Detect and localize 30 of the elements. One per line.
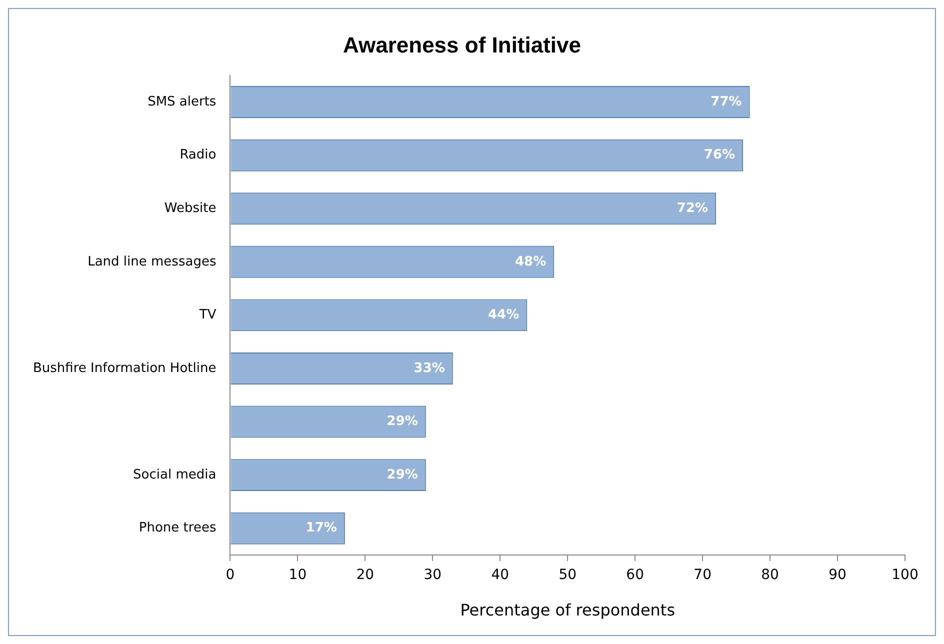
y-tick-label: Website xyxy=(164,200,216,216)
data-label: 76% xyxy=(704,148,736,163)
data-label: 29% xyxy=(386,414,418,430)
x-tick-label: 90 xyxy=(828,567,846,584)
y-tick-label: Social media xyxy=(133,467,216,482)
x-tick-label: 70 xyxy=(694,567,712,584)
y-tick-label: Bushfire Information Hotline xyxy=(33,360,216,376)
x-tick-label: 60 xyxy=(626,567,644,584)
x-tick-label: 20 xyxy=(356,567,374,584)
y-tick-label: Land line messages xyxy=(88,254,216,270)
x-tick-label: 80 xyxy=(761,567,779,584)
data-label: 17% xyxy=(306,520,337,536)
x-tick-label: 100 xyxy=(892,567,918,584)
data-label: 48% xyxy=(514,254,546,270)
x-tick-label: 10 xyxy=(288,567,307,584)
data-label: 29% xyxy=(386,467,418,482)
y-tick-label: Radio xyxy=(180,148,216,163)
x-axis-title: Percentage of respondents xyxy=(460,600,676,620)
y-tick-label: TV xyxy=(198,308,216,323)
data-label: 33% xyxy=(414,360,445,376)
y-tick-label: Phone trees xyxy=(138,520,216,536)
x-tick-label: 50 xyxy=(558,567,577,584)
x-tick-label: 40 xyxy=(491,567,510,584)
data-label: 77% xyxy=(710,94,742,110)
x-tick-label: 30 xyxy=(424,567,442,584)
chart-title: Awareness of Initiative xyxy=(342,32,582,58)
data-label: 44% xyxy=(488,308,520,323)
data-label: 72% xyxy=(676,200,708,216)
y-tick-label: SMS alerts xyxy=(148,94,216,110)
x-tick-label: 0 xyxy=(226,567,235,584)
